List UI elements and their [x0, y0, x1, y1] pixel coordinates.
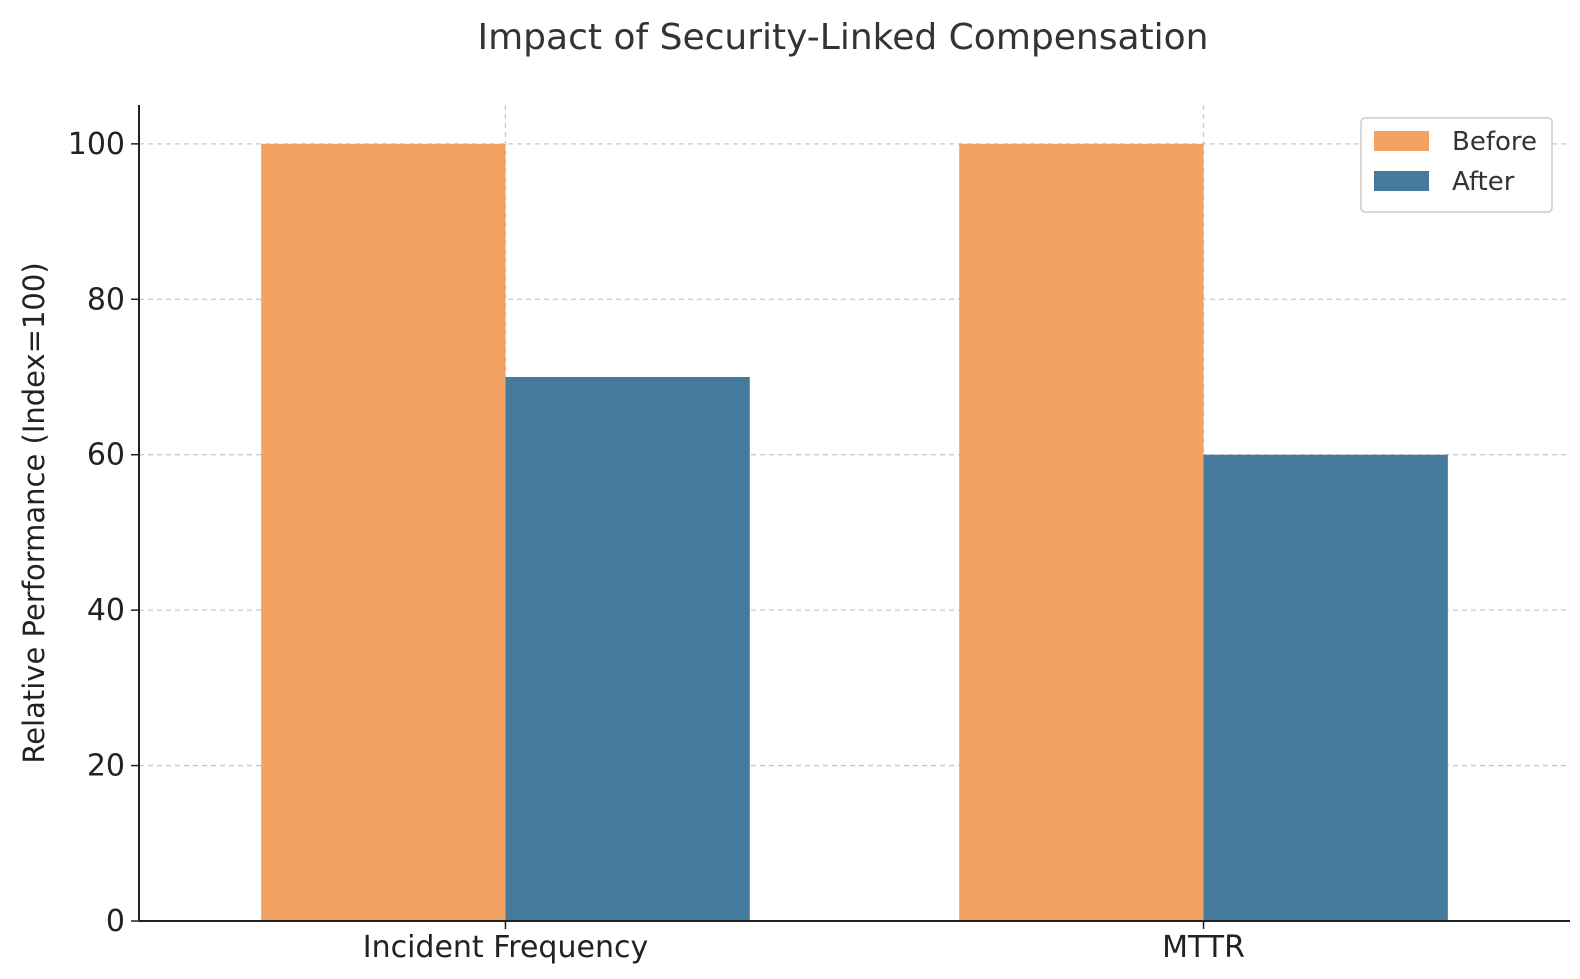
x-tick-labels: Incident Frequency MTTR: [363, 921, 1245, 965]
bars: [261, 143, 1448, 921]
legend-label-before: Before: [1452, 127, 1537, 157]
legend: Before After: [1360, 117, 1553, 213]
y-tick-label: 100: [68, 127, 125, 162]
axes: [138, 105, 1570, 922]
y-tick-label: 0: [106, 904, 125, 939]
y-tick-labels: 0 20 40 60 80 100: [68, 127, 139, 939]
bar-before-incident-frequency: [261, 143, 506, 921]
chart-title: Impact of Security-Linked Compensation: [478, 17, 1209, 58]
x-tick-label: MTTR: [1162, 930, 1245, 965]
bar-before-mttr: [959, 143, 1204, 921]
legend-swatch-before: [1374, 131, 1429, 151]
y-axis-label: Relative Performance (Index=100): [17, 262, 51, 763]
x-tick-label: Incident Frequency: [363, 930, 648, 965]
bar-after-incident-frequency: [505, 377, 750, 921]
y-tick-label: 80: [87, 282, 125, 317]
legend-swatch-after: [1374, 171, 1429, 191]
y-tick-label: 40: [87, 593, 125, 628]
y-tick-label: 20: [87, 749, 125, 784]
y-tick-label: 60: [87, 438, 125, 473]
legend-label-after: After: [1452, 167, 1515, 197]
bar-after-mttr: [1203, 454, 1448, 921]
